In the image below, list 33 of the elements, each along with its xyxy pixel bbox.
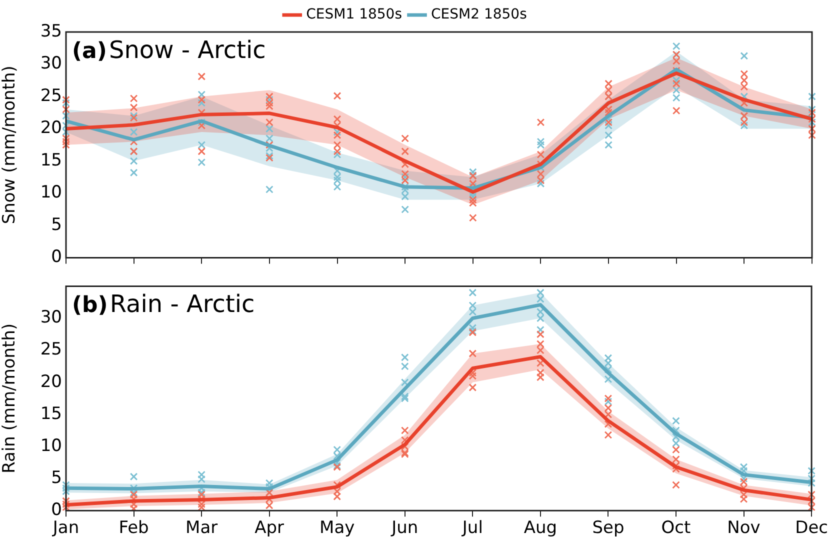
x-tick-label: Sep [592, 518, 624, 538]
y-tick-label: 20 [40, 372, 62, 392]
legend-label: CESM2 1850s [431, 6, 527, 23]
y-tick-label: 5 [51, 468, 62, 488]
legend-label: CESM1 1850s [306, 6, 402, 23]
x-tick-label: Jul [461, 518, 483, 538]
y-tick-label: 25 [40, 86, 62, 106]
x-tick-label: Feb [118, 518, 149, 538]
x-tick-label: May [320, 518, 355, 538]
y-tick-label: 10 [40, 436, 62, 456]
y-tick-label: 15 [40, 150, 62, 170]
x-tick-label: Oct [661, 518, 692, 538]
y-axis-title: Snow (mm/month) [0, 66, 20, 224]
y-tick-label: 0 [51, 247, 62, 268]
y-tick-label: 25 [40, 340, 62, 360]
y-tick-label: 10 [40, 182, 62, 203]
chart-title: (a)Snow - Arctic [72, 36, 266, 64]
y-tick-label: 35 [40, 21, 62, 42]
x-tick-label: Nov [727, 518, 760, 538]
x-tick-label: Aug [524, 518, 558, 538]
x-tick-label: Dec [795, 518, 828, 538]
chart-title: (b)Rain - Arctic [72, 290, 255, 318]
y-tick-label: 30 [40, 308, 62, 328]
x-tick-label: Apr [254, 518, 284, 538]
y-tick-label: 20 [40, 118, 62, 138]
y-tick-label: 30 [40, 54, 62, 74]
y-tick-label: 5 [51, 214, 62, 235]
y-axis-title: Rain (mm/month) [0, 323, 20, 474]
x-tick-label: Jan [52, 518, 80, 538]
y-tick-label: 15 [40, 404, 62, 424]
x-tick-label: Jun [390, 518, 418, 538]
x-tick-label: Mar [186, 518, 218, 538]
y-tick-label: 0 [51, 500, 62, 520]
